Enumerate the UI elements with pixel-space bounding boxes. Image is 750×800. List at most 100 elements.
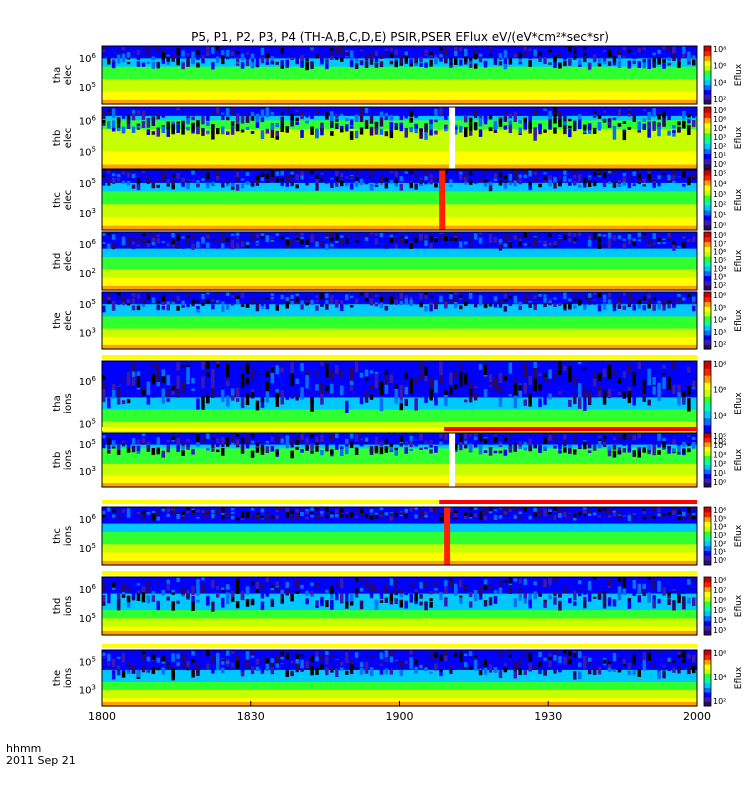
- noise-pixel: [612, 369, 617, 376]
- noise-pixel: [325, 178, 329, 184]
- noise-pixel: [335, 299, 339, 305]
- noise-pixel: [553, 596, 557, 605]
- noise-pixel: [107, 243, 111, 249]
- noise-pixel: [255, 366, 260, 375]
- noise-pixel: [468, 179, 473, 185]
- noise-pixel: [563, 580, 567, 587]
- colorbar-segment: [704, 163, 711, 170]
- spectrogram-band: [102, 650, 697, 655]
- noise-pixel: [657, 238, 661, 243]
- noise-pixel: [508, 435, 513, 440]
- noise-pixel: [230, 49, 235, 52]
- colorbar-segment: [704, 232, 711, 238]
- noise-pixel: [483, 179, 488, 185]
- colorbar-segment: [704, 292, 711, 298]
- noise-pixel: [548, 578, 552, 586]
- noise-pixel: [682, 236, 686, 239]
- noise-pixel: [677, 392, 681, 406]
- noise-pixel: [424, 375, 428, 382]
- noise-pixel: [116, 299, 121, 305]
- noise-pixel: [156, 184, 160, 188]
- noise-pixel: [483, 238, 488, 242]
- noise-pixel: [454, 513, 458, 518]
- noise-pixel: [592, 512, 597, 516]
- noise-pixel: [508, 445, 513, 453]
- noise-pixel: [602, 243, 607, 247]
- noise-pixel: [305, 516, 309, 520]
- noise-pixel: [533, 441, 537, 447]
- noise-pixel: [320, 654, 324, 661]
- spectrogram-band: [102, 248, 697, 254]
- noise-pixel: [429, 295, 433, 298]
- noise-pixel: [320, 512, 324, 517]
- noise-pixel: [280, 241, 284, 246]
- noise-pixel: [454, 174, 458, 181]
- noise-pixel: [459, 383, 463, 392]
- noise-pixel: [518, 292, 522, 299]
- noise-pixel: [424, 180, 428, 185]
- colorbar-segment: [704, 236, 711, 243]
- noise-pixel: [116, 449, 121, 455]
- noise-pixel: [379, 511, 384, 516]
- noise-pixel: [176, 516, 180, 519]
- noise-pixel: [454, 292, 458, 295]
- noise-pixel: [523, 435, 527, 440]
- noise-pixel: [369, 294, 374, 297]
- noise-pixel: [657, 49, 661, 54]
- colorbar-segment: [704, 99, 711, 105]
- noise-pixel: [449, 580, 453, 588]
- noise-pixel: [260, 233, 265, 236]
- noise-pixel: [141, 171, 146, 174]
- noise-pixel: [235, 123, 240, 132]
- noise-pixel: [642, 663, 646, 671]
- noise-pixel: [597, 298, 602, 305]
- noise-pixel: [250, 514, 255, 519]
- noise-pixel: [439, 295, 443, 303]
- noise-pixel: [404, 585, 408, 595]
- noise-pixel: [617, 511, 622, 515]
- noise-pixel: [151, 364, 156, 369]
- noise-pixel: [349, 126, 354, 129]
- noise-pixel: [384, 515, 389, 518]
- noise-pixel: [647, 174, 651, 181]
- noise-pixel: [369, 172, 374, 177]
- colorbar-segment: [704, 94, 711, 100]
- noise-pixel: [389, 299, 394, 305]
- y-tick-label: 106: [79, 238, 97, 251]
- noise-pixel: [468, 443, 473, 452]
- noise-pixel: [394, 61, 398, 68]
- noise-pixel: [573, 171, 577, 176]
- noise-pixel: [503, 657, 508, 664]
- noise-pixel: [107, 507, 111, 512]
- noise-pixel: [161, 435, 165, 438]
- noise-pixel: [206, 361, 210, 369]
- noise-pixel: [523, 117, 527, 125]
- noise-pixel: [642, 652, 646, 661]
- noise-pixel: [186, 293, 190, 300]
- noise-pixel: [533, 591, 537, 600]
- noise-pixel: [692, 171, 696, 174]
- noise-pixel: [111, 436, 116, 444]
- noise-pixel: [424, 53, 428, 56]
- noise-pixel: [637, 177, 641, 185]
- noise-pixel: [573, 233, 577, 237]
- noise-pixel: [607, 666, 612, 672]
- noise-pixel: [136, 590, 141, 596]
- noise-pixel: [235, 515, 240, 521]
- noise-pixel: [587, 295, 592, 301]
- noise-pixel: [260, 130, 265, 140]
- noise-pixel: [270, 446, 275, 452]
- noise-pixel: [394, 296, 398, 303]
- noise-pixel: [488, 184, 493, 192]
- noise-pixel: [359, 397, 364, 405]
- y-tick-label: 105: [79, 417, 96, 430]
- noise-pixel: [384, 512, 389, 516]
- noise-pixel: [612, 510, 617, 514]
- noise-pixel: [488, 239, 493, 243]
- noise-pixel: [335, 113, 339, 119]
- noise-pixel: [449, 62, 453, 66]
- noise-pixel: [245, 393, 250, 406]
- colorbar-segment: [704, 507, 711, 513]
- noise-pixel: [533, 237, 537, 243]
- noise-pixel: [632, 392, 636, 406]
